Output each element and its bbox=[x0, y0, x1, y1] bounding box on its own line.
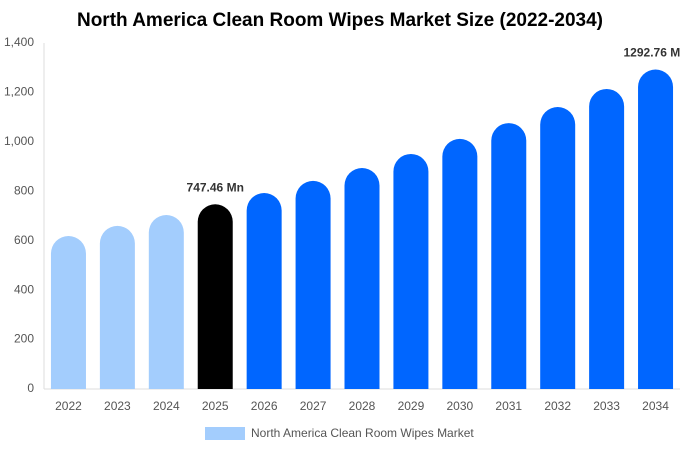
y-tick-label: 800 bbox=[14, 183, 34, 197]
bar bbox=[540, 107, 576, 389]
value-label: 1292.76 Mn bbox=[624, 46, 680, 60]
x-tick-label: 2028 bbox=[349, 399, 376, 413]
y-tick-label: 600 bbox=[14, 233, 34, 247]
bar bbox=[197, 204, 233, 389]
bar bbox=[393, 153, 429, 389]
x-tick-label: 2029 bbox=[398, 399, 425, 413]
legend-swatch bbox=[205, 427, 245, 440]
bar bbox=[99, 225, 135, 389]
y-tick-label: 400 bbox=[14, 282, 34, 296]
bar bbox=[589, 88, 625, 390]
y-tick-label: 1,000 bbox=[4, 134, 34, 148]
bar bbox=[442, 138, 478, 389]
bar bbox=[344, 168, 380, 389]
legend-label: North America Clean Room Wipes Market bbox=[251, 426, 474, 440]
y-tick-label: 200 bbox=[14, 332, 34, 346]
x-tick-label: 2034 bbox=[642, 399, 669, 413]
x-tick-label: 2030 bbox=[446, 399, 473, 413]
y-tick-label: 1,200 bbox=[4, 85, 34, 99]
y-tick-label: 0 bbox=[27, 381, 34, 395]
x-tick-label: 2025 bbox=[202, 399, 229, 413]
bar bbox=[491, 123, 527, 389]
x-tick-label: 2022 bbox=[55, 399, 82, 413]
value-label: 747.46 Mn bbox=[187, 180, 244, 194]
x-tick-label: 2024 bbox=[153, 399, 180, 413]
bar bbox=[50, 236, 86, 389]
x-tick-label: 2032 bbox=[544, 399, 571, 413]
y-tick-label: 1,400 bbox=[4, 35, 34, 49]
chart-title: North America Clean Room Wipes Market Si… bbox=[77, 10, 603, 31]
bar bbox=[638, 69, 674, 389]
x-tick-label: 2033 bbox=[593, 399, 620, 413]
bar bbox=[295, 180, 331, 389]
bar bbox=[246, 193, 282, 389]
bar bbox=[148, 215, 184, 389]
x-tick-label: 2027 bbox=[300, 399, 327, 413]
x-tick-label: 2031 bbox=[495, 399, 522, 413]
x-tick-label: 2026 bbox=[251, 399, 278, 413]
x-tick-label: 2023 bbox=[104, 399, 131, 413]
